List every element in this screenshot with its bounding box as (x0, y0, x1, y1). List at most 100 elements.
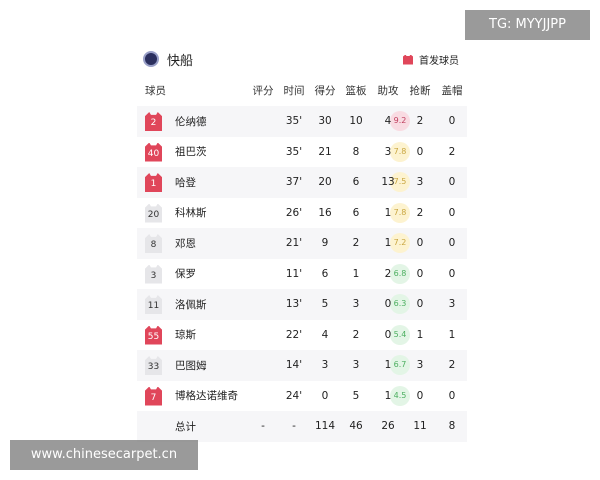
stat-rebounds: 6 (352, 206, 360, 219)
stat-points: 5 (321, 298, 329, 311)
player-name[interactable]: 保罗 (175, 268, 196, 281)
stat-points: 9 (321, 237, 329, 250)
rating-badge: 6.3 (390, 294, 410, 315)
total-assists: 26 (381, 420, 395, 433)
jersey-icon: 40 (145, 142, 162, 162)
stat-minutes: 37' (285, 176, 303, 189)
jersey-icon: 33 (145, 356, 162, 375)
stat-steals: 1 (416, 328, 424, 341)
col-blocks[interactable]: 盖帽 (441, 84, 463, 97)
stat-assists: 2 (384, 267, 392, 280)
col-points[interactable]: 得分 (314, 84, 336, 97)
stat-minutes: 22' (285, 328, 303, 341)
table-row[interactable]: 2 伦纳德 9.2 35' 30 10 4 2 0 (137, 106, 467, 137)
stat-points: 16 (318, 206, 332, 219)
col-steals[interactable]: 抢断 (409, 84, 431, 97)
stat-blocks: 0 (448, 237, 456, 250)
jersey-icon: 2 (145, 112, 162, 131)
stat-blocks: 3 (448, 298, 456, 311)
stat-assists: 4 (384, 115, 392, 128)
total-points: 114 (314, 420, 336, 433)
stat-steals: 0 (416, 145, 424, 158)
player-name[interactable]: 伦纳德 (175, 115, 207, 128)
table-row[interactable]: 20 科林斯 7.8 26' 16 6 1 2 0 (137, 198, 467, 229)
stat-minutes: 24' (285, 389, 303, 402)
box-score-card: 快船 首发球员 球员 评分 时间 得分 篮板 助攻 抢断 盖帽 2 伦纳德 9.… (137, 42, 467, 442)
player-name[interactable]: 祖巴茨 (175, 146, 207, 159)
table-row[interactable]: 55 琼斯 5.4 22' 4 2 0 1 1 (137, 320, 467, 351)
rating-badge: 4.5 (390, 385, 410, 406)
stat-assists: 1 (384, 389, 392, 402)
total-rebounds: 46 (349, 420, 363, 433)
col-assists[interactable]: 助攻 (377, 84, 399, 97)
rating-badge: 6.7 (390, 355, 410, 376)
player-name[interactable]: 邓恩 (175, 237, 196, 250)
rating-badge: 7.8 (390, 141, 410, 162)
watermark-bottom: www.chinesecarpet.cn (10, 440, 198, 470)
col-minutes[interactable]: 时间 (283, 84, 305, 97)
rating-badge: 5.4 (390, 324, 410, 345)
stat-steals: 2 (416, 115, 424, 128)
stat-steals: 0 (416, 389, 424, 402)
jersey-icon (403, 54, 413, 65)
stat-minutes: 26' (285, 206, 303, 219)
stat-rebounds: 3 (352, 359, 360, 372)
total-label: 总计 (175, 420, 196, 433)
starter-legend: 首发球员 (403, 52, 459, 67)
player-name[interactable]: 科林斯 (175, 207, 207, 220)
player-name[interactable]: 哈登 (175, 176, 196, 189)
player-name[interactable]: 博格达诺维奇 (175, 390, 238, 403)
stat-points: 6 (321, 267, 329, 280)
table-row[interactable]: 8 邓恩 7.2 21' 9 2 1 0 0 (137, 228, 467, 259)
stat-steals: 0 (416, 267, 424, 280)
stat-points: 30 (318, 115, 332, 128)
stat-blocks: 0 (448, 206, 456, 219)
stat-steals: 0 (416, 237, 424, 250)
player-name[interactable]: 巴图姆 (175, 359, 207, 372)
stat-blocks: 2 (448, 359, 456, 372)
stat-rebounds: 3 (352, 298, 360, 311)
stat-rebounds: 2 (352, 237, 360, 250)
stat-minutes: 21' (285, 237, 303, 250)
rating-badge: 7.8 (390, 202, 410, 223)
stat-minutes: 35' (285, 145, 303, 158)
stat-assists: 1 (384, 206, 392, 219)
total-row: 总计 - - 114 46 26 11 8 (137, 411, 467, 442)
stat-assists: 0 (384, 298, 392, 311)
jersey-icon: 8 (145, 234, 162, 253)
stat-blocks: 2 (448, 145, 456, 158)
table-row[interactable]: 33 巴图姆 6.7 14' 3 3 1 3 2 (137, 350, 467, 381)
stat-steals: 3 (416, 359, 424, 372)
rating-badge: 7.2 (390, 233, 410, 254)
legend-label: 首发球员 (419, 56, 459, 67)
table-row[interactable]: 40 祖巴茨 7.8 35' 21 8 3 0 2 (137, 137, 467, 168)
stat-rebounds: 5 (352, 389, 360, 402)
stat-points: 3 (321, 359, 329, 372)
stat-points: 0 (321, 389, 329, 402)
stat-points: 20 (318, 176, 332, 189)
stat-minutes: 35' (285, 115, 303, 128)
stat-rebounds: 1 (352, 267, 360, 280)
watermark-top: TG: MYYJJPP (465, 10, 590, 40)
stat-minutes: 13' (285, 298, 303, 311)
stat-points: 21 (318, 145, 332, 158)
stat-minutes: 14' (285, 359, 303, 372)
table-row[interactable]: 7 博格达诺维奇 4.5 24' 0 5 1 0 0 (137, 381, 467, 412)
table-row[interactable]: 11 洛佩斯 6.3 13' 5 3 0 0 3 (137, 289, 467, 320)
table-row[interactable]: 1 哈登 7.5 37' 20 6 13 3 0 (137, 167, 467, 198)
stat-rebounds: 2 (352, 328, 360, 341)
stat-assists: 3 (384, 145, 392, 158)
col-rating[interactable]: 评分 (252, 84, 274, 97)
stat-points: 4 (321, 328, 329, 341)
stat-rebounds: 8 (352, 145, 360, 158)
stat-assists: 1 (384, 237, 392, 250)
stat-blocks: 0 (448, 115, 456, 128)
stat-steals: 2 (416, 206, 424, 219)
col-rebounds[interactable]: 篮板 (345, 84, 367, 97)
stat-blocks: 1 (448, 328, 456, 341)
player-name[interactable]: 洛佩斯 (175, 298, 207, 311)
table-row[interactable]: 3 保罗 6.8 11' 6 1 2 0 0 (137, 259, 467, 290)
stat-assists: 0 (384, 328, 392, 341)
player-name[interactable]: 琼斯 (175, 329, 196, 342)
col-player: 球员 (145, 84, 166, 97)
